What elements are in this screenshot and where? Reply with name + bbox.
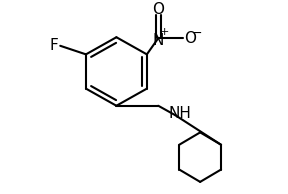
Text: NH: NH <box>169 106 192 121</box>
Text: O: O <box>152 2 164 17</box>
Text: −: − <box>192 27 202 40</box>
Text: F: F <box>49 38 58 53</box>
Text: +: + <box>159 28 169 37</box>
Text: O: O <box>184 31 196 46</box>
Text: N: N <box>153 33 164 48</box>
